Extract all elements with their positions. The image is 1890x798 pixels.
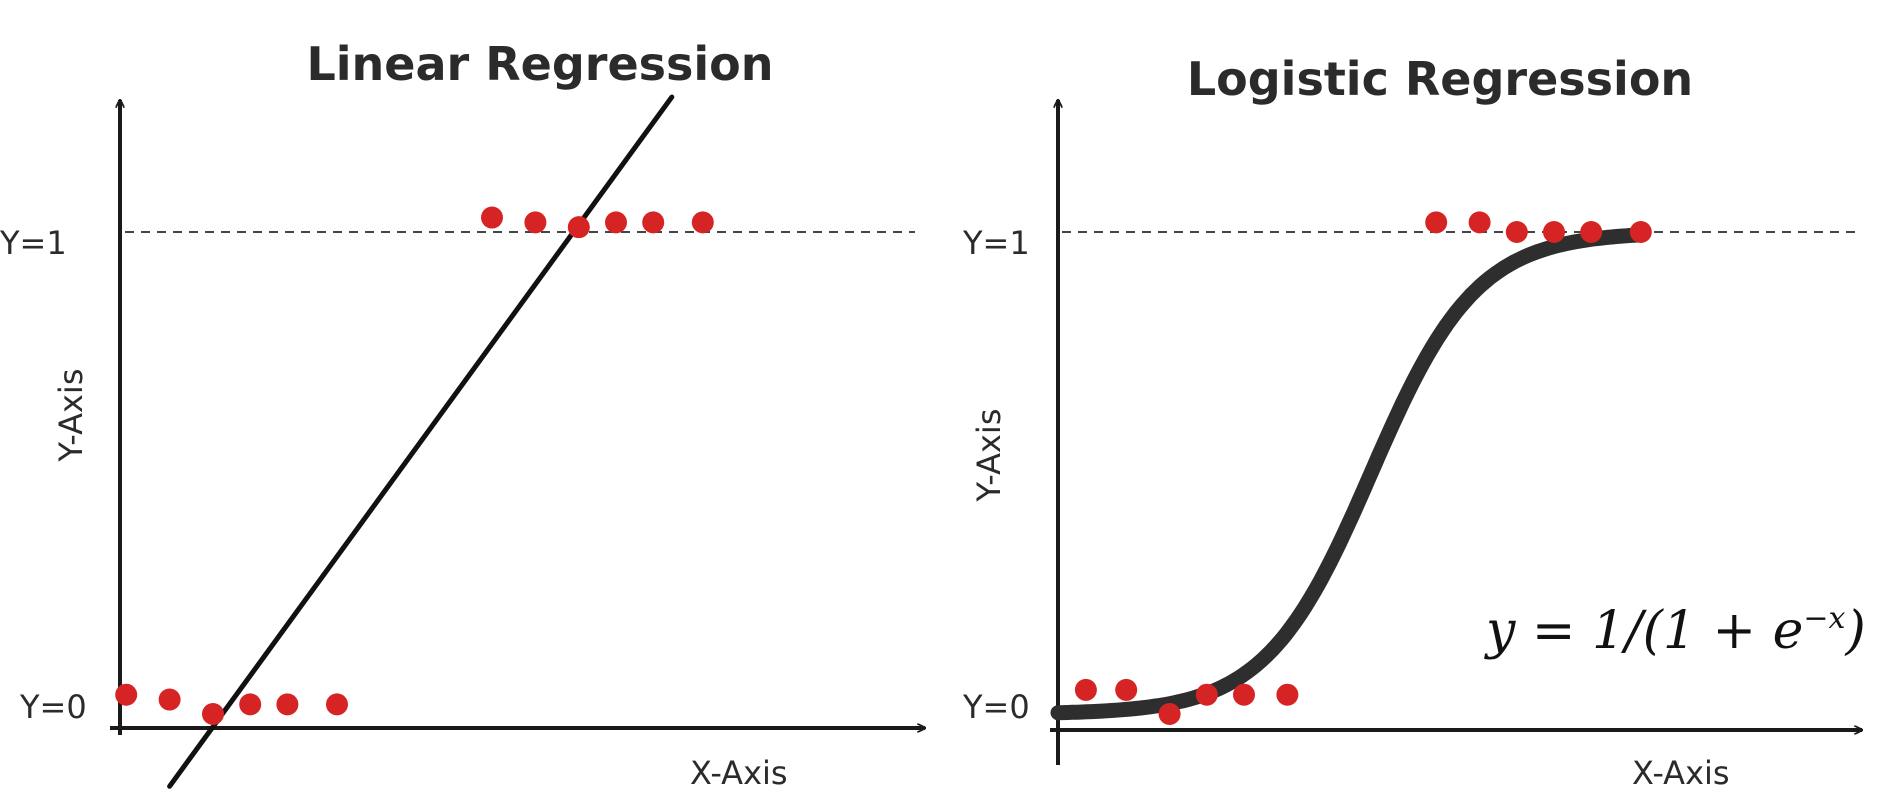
logistic-regression-panel: Logistic Regression Y=1 Y=0 X-Axis Y-Axi… (962, 52, 1866, 792)
data-point (605, 211, 627, 234)
linear-y1-label: Y=1 (0, 224, 67, 262)
data-point (158, 688, 181, 711)
data-point (239, 693, 262, 716)
data-point (276, 693, 299, 716)
logistic-y1-label: Y=1 (962, 224, 1030, 262)
data-point (642, 211, 665, 234)
linear-data-points (115, 206, 714, 725)
data-point (202, 703, 224, 725)
formula-close: ) (1844, 601, 1865, 661)
data-point (1629, 221, 1652, 243)
sigmoid-curve (1050, 227, 1649, 721)
data-point (567, 216, 590, 239)
data-point (1276, 683, 1299, 706)
logistic-x-axis-label: X-Axis (1632, 754, 1730, 792)
linear-y0-label: Y=0 (19, 688, 87, 726)
linear-regression-panel: Linear Regression Y=1 Y=0 X-Axis Y-Axis (0, 37, 925, 792)
logistic-y-axis-label: Y-Axis (970, 409, 1008, 503)
data-point (1158, 703, 1181, 725)
data-point (481, 206, 503, 229)
sigmoid-formula: y = 1/(1 + e−x) (1484, 601, 1866, 661)
data-point (1425, 211, 1448, 234)
data-point (1543, 221, 1565, 243)
linear-y-axis-label: Y-Axis (52, 369, 90, 463)
data-point (1505, 221, 1528, 243)
logistic-chart-title: Logistic Regression (1187, 52, 1693, 106)
data-point (326, 693, 348, 716)
data-point (691, 211, 714, 234)
data-point (1580, 221, 1603, 243)
data-point (524, 211, 547, 234)
data-point (1115, 678, 1138, 701)
formula-main: y = 1/(1 + e (1484, 601, 1803, 661)
data-point (1468, 211, 1491, 234)
linear-chart-title: Linear Regression (306, 37, 773, 91)
logistic-data-points (1074, 211, 1652, 725)
data-point (115, 683, 138, 706)
data-point (1195, 683, 1218, 706)
logistic-y0-label: Y=0 (962, 688, 1030, 726)
data-point (1074, 678, 1097, 701)
linear-x-axis-label: X-Axis (690, 754, 788, 792)
formula-exponent: −x (1803, 601, 1845, 636)
linear-fit-line (167, 94, 675, 789)
data-point (1233, 683, 1255, 706)
